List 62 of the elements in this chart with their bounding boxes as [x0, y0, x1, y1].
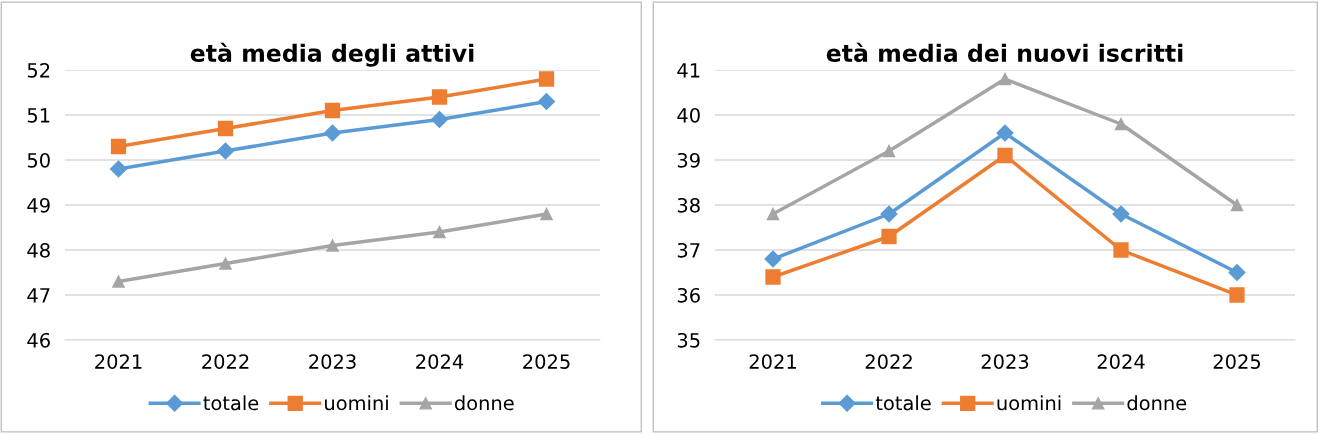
chart-title: età media degli attivi [190, 42, 474, 67]
point [1229, 287, 1245, 303]
x-tick-label: 2022 [202, 354, 249, 369]
x-tick-label: 2024 [1097, 354, 1145, 369]
legend-label: totale [203, 395, 259, 411]
point [433, 225, 446, 239]
point [1112, 205, 1130, 223]
y-tick-label: 37 [677, 242, 700, 258]
y-tick-label: 48 [27, 242, 50, 258]
y-tick-label: 49 [27, 197, 50, 213]
point [881, 228, 897, 245]
point [997, 147, 1013, 164]
x-tick-label: 2025 [1213, 354, 1261, 369]
y-tick-label: 47 [27, 288, 50, 303]
point [998, 72, 1012, 86]
point [766, 207, 780, 221]
legend-label: totale [875, 395, 931, 411]
point [431, 89, 448, 105]
x-tick-label: 2022 [865, 354, 912, 369]
point [112, 275, 125, 288]
point [1230, 198, 1244, 212]
point [219, 257, 232, 270]
point [540, 207, 553, 221]
legend-label: donne [1127, 395, 1187, 411]
point [217, 120, 234, 137]
point [323, 124, 342, 142]
point [324, 102, 341, 119]
x-tick-label: 2024 [416, 354, 464, 369]
point [1114, 117, 1128, 131]
point [538, 71, 555, 87]
point [996, 124, 1014, 142]
y-tick-label: 51 [27, 108, 50, 123]
point [109, 160, 128, 178]
point [764, 250, 782, 268]
point [1228, 263, 1246, 282]
legend-label: uomini [997, 395, 1061, 411]
point [430, 110, 449, 129]
y-tick-label: 40 [677, 107, 700, 123]
point [216, 142, 235, 160]
legend-label: donne [454, 395, 514, 411]
y-tick-label: 38 [677, 197, 700, 213]
legend-label: uomini [325, 395, 388, 411]
x-tick-label: 2023 [309, 354, 356, 369]
y-tick-label: 35 [677, 332, 700, 348]
y-tick-label: 36 [677, 287, 700, 303]
y-tick-label: 46 [27, 332, 50, 348]
y-tick-label: 50 [27, 152, 50, 168]
y-tick-label: 39 [677, 152, 700, 168]
point [882, 144, 896, 158]
x-tick-label: 2021 [749, 354, 796, 369]
x-tick-label: 2025 [523, 354, 570, 369]
point [1113, 242, 1129, 258]
y-tick-label: 41 [677, 63, 700, 78]
point [537, 92, 556, 111]
x-tick-label: 2021 [95, 354, 142, 369]
x-tick-label: 2023 [981, 354, 1029, 369]
point [880, 205, 898, 223]
y-tick-label: 52 [27, 62, 50, 78]
chart-title: età media dei nuovi iscritti [826, 42, 1183, 62]
point [110, 138, 127, 155]
point [765, 269, 781, 285]
point [326, 239, 339, 252]
